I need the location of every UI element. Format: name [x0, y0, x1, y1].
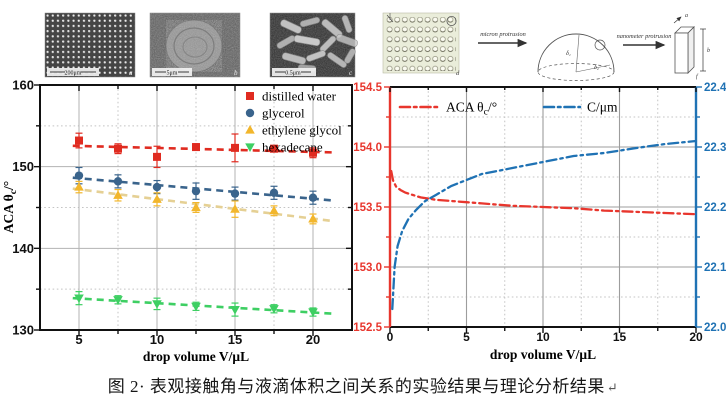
- scalebar-c-label: 0.5μm: [285, 71, 301, 77]
- svg-text:130: 130: [12, 323, 34, 338]
- series-hexadecane: [72, 291, 332, 318]
- svg-text:22.3: 22.3: [704, 142, 726, 154]
- left-legend: distilled water glycerol ethylene glycol he…: [245, 89, 342, 155]
- dome-label-2: δ₂: [594, 65, 599, 71]
- curve-aca: [390, 169, 698, 216]
- svg-text:22.0: 22.0: [704, 322, 726, 334]
- paragraph-return-mark: ↵: [606, 380, 619, 395]
- svg-text:22.2: 22.2: [704, 202, 726, 214]
- scalebar-c: 0.5μm: [272, 68, 316, 77]
- curve-c: [391, 139, 698, 311]
- svg-text:153.5: 153.5: [353, 202, 382, 214]
- nanometer-protrusion-arrow: nanometer protrusion: [617, 33, 672, 50]
- scalebar-b-label: 5μm: [167, 71, 178, 77]
- svg-text:0: 0: [387, 330, 394, 344]
- right-xaxis-label: drop volume V/μL: [490, 347, 596, 362]
- sem-image-b: 5μm b: [149, 12, 241, 78]
- nano-highlight-ring: [594, 39, 606, 51]
- schematic-canvas: d micron protrusion δ₁ δ₂ nanometer prot…: [382, 12, 710, 81]
- legend-label-glycerol: glycerol: [262, 106, 305, 121]
- svg-text:154.0: 154.0: [353, 142, 382, 154]
- svg-text:5: 5: [463, 330, 470, 344]
- series-glycerol: [72, 166, 332, 205]
- scalebar-a-label: 200μm: [65, 71, 82, 77]
- series-distilled-water: [72, 132, 332, 169]
- highlight-ring: [446, 15, 457, 26]
- nano-pillar-schematic: a b f: [673, 13, 710, 80]
- svg-text:150: 150: [12, 159, 34, 174]
- right-chart: 0 5 10 15 20 152.5 153.0 153.5 154.0 154.5 22.0 22.…: [353, 82, 726, 362]
- svg-text:10: 10: [536, 330, 550, 344]
- svg-text:140: 140: [12, 241, 34, 256]
- scalebar-b: 5μm: [152, 68, 192, 77]
- sem-image-a-canvas: 200μm a: [44, 12, 136, 78]
- sem-a-letter: a: [129, 69, 133, 77]
- left-xaxis-label: drop volume V/μL: [143, 349, 249, 364]
- svg-text:160: 160: [12, 78, 34, 93]
- sem-c-letter: c: [349, 69, 353, 77]
- legend-label-c: C/μm: [587, 100, 618, 115]
- svg-text:22.4: 22.4: [704, 82, 726, 94]
- legend-label-aca: ACA θc/°: [446, 100, 497, 118]
- nanometer-protrusion-label: nanometer protrusion: [617, 33, 672, 40]
- sem-b-letter: b: [234, 69, 238, 77]
- right-plot-area: 0 5 10 15 20 152.5 153.0 153.5 154.0 154.5 22.0 22.…: [353, 82, 726, 362]
- svg-text:153.0: 153.0: [353, 262, 382, 274]
- micro-array-panel: d: [382, 12, 460, 77]
- svg-text:15: 15: [228, 332, 242, 347]
- sem-image-c-canvas: 0.5μm c: [269, 12, 358, 78]
- svg-text:15: 15: [613, 330, 627, 344]
- svg-text:10: 10: [150, 332, 164, 347]
- dome-label-1: δ₁: [566, 51, 571, 57]
- left-yaxis-label: ACA θc/°: [1, 181, 19, 233]
- svg-text:152.5: 152.5: [353, 322, 382, 334]
- svg-text:20: 20: [306, 332, 320, 347]
- svg-text:154.5: 154.5: [353, 82, 382, 94]
- pillar-width-label: a: [685, 13, 688, 19]
- axis-ticks: [34, 84, 352, 336]
- micron-protrusion-label: micron protrusion: [480, 31, 526, 38]
- pillar-tag: f: [696, 73, 699, 80]
- sem-image-a: 200μm a: [44, 12, 136, 78]
- svg-text:20: 20: [689, 330, 703, 344]
- legend-label-distilled-water: distilled water: [262, 89, 337, 104]
- array-tag: d: [456, 70, 460, 77]
- pillar-height-label: b: [707, 48, 710, 54]
- svg-text:22.1: 22.1: [704, 262, 726, 274]
- structure-schematic: d micron protrusion δ₁ δ₂ nanometer prot…: [363, 5, 726, 81]
- caption-text: 图 2· 表观接触角与液滴体积之间关系的实验结果与理论分析结果: [107, 377, 605, 396]
- svg-text:5: 5: [75, 332, 82, 347]
- micron-protrusion-arrow: micron protrusion: [478, 31, 528, 48]
- hemisphere-schematic: δ₁ δ₂: [537, 33, 615, 81]
- sem-image-c: 0.5μm c: [269, 12, 358, 78]
- scalebar-a: 200μm: [47, 68, 99, 77]
- legend-label-hexadecane: hexadecane: [262, 140, 323, 155]
- series-ethylene-glycol: [72, 180, 332, 225]
- right-legend: ACA θc/° C/μm: [398, 100, 618, 118]
- legend-label-ethylene-glycol: ethylene glycol: [262, 123, 342, 138]
- figure-caption: 图 2· 表观接触角与液滴体积之间关系的实验结果与理论分析结果 ↵: [0, 372, 726, 397]
- left-chart: 5 10 15 20 130 140 150 160 drop volume V/μL ACA θ…: [1, 78, 353, 364]
- sem-image-b-canvas: 5μm b: [149, 12, 241, 78]
- left-plot-area: 5 10 15 20 130 140 150 160 drop volume V/μL ACA θ…: [1, 78, 353, 364]
